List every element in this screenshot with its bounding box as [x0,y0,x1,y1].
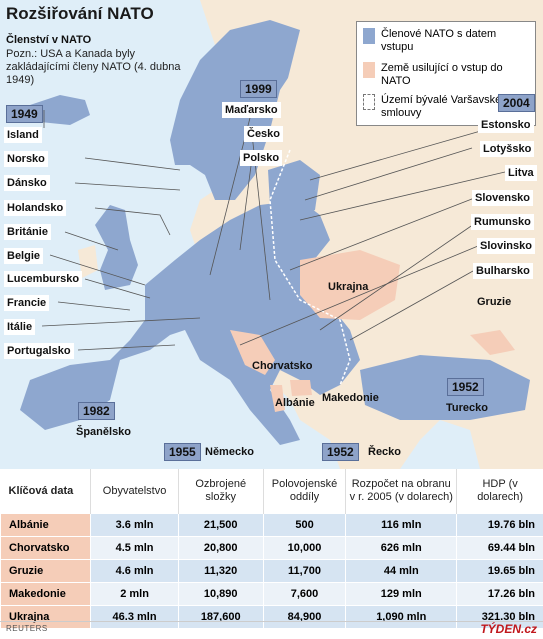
map: Rozšiřování NATO Členství v NATO Pozn.: … [0,0,543,469]
cell-budget: 44 mln [346,560,457,583]
year-badge-1949: 1949 [6,105,43,123]
label-italie: Itálie [4,319,35,335]
label-chorvatsko: Chorvatsko [252,360,313,372]
label-ukrajna: Ukrajna [328,281,368,293]
cell-armed: 10,890 [178,583,263,606]
label-holandsko: Holandsko [4,200,66,216]
cell-population: 2 mln [91,583,178,606]
label-cesko: Česko [244,126,283,142]
cell-gdp: 19.76 bln [457,514,543,537]
cell-gdp: 17.26 bln [457,583,543,606]
table-row: Albánie 3.6 mln 21,500 500 116 mln 19.76… [1,514,543,537]
source-reuters-logo: REUTERS [6,624,48,633]
year-badge-1952-greece: 1952 [322,443,359,461]
label-gruzie: Gruzie [477,296,511,308]
brand-tyden-logo[interactable]: TÝDEN.cz [480,622,537,636]
header-defence-budget: Rozpočet na obranu v r. 2005 (v dolarech… [346,469,457,514]
cell-paramilitary: 10,000 [263,537,346,560]
page-title: Rozšiřování NATO [6,4,154,24]
cell-country: Chorvatsko [1,537,91,560]
cell-population: 4.6 mln [91,560,178,583]
label-dansko: Dánsko [4,175,50,191]
cell-population: 3.6 mln [91,514,178,537]
table-row: Makedonie 2 mln 10,890 7,600 129 mln 17.… [1,583,543,606]
label-makedonie: Makedonie [322,392,379,404]
label-norsko: Norsko [4,151,48,167]
key-data-table: Klíčová data Obyvatelstvo Ozbrojené slož… [0,469,543,621]
footer: REUTERS TÝDEN.cz [0,621,543,639]
label-nemecko: Německo [205,446,254,458]
membership-note: Pozn.: USA a Kanada byly zakládajícími č… [6,48,196,87]
legend-members: Členové NATO s datem vstupu [363,28,531,54]
label-polsko: Polsko [240,150,282,166]
year-badge-1982: 1982 [78,402,115,420]
cell-armed: 21,500 [178,514,263,537]
land-macedonia [290,380,312,396]
label-island: Island [4,127,42,143]
table-row: Gruzie 4.6 mln 11,320 11,700 44 mln 19.6… [1,560,543,583]
label-slovinsko: Slovinsko [477,238,535,254]
cell-country: Makedonie [1,583,91,606]
label-portugalsko: Portugalsko [4,343,74,359]
label-estonsko: Estonsko [478,117,534,133]
cell-gdp: 69.44 bln [457,537,543,560]
header-key-data: Klíčová data [1,469,91,514]
header-paramilitary: Polovojenské oddíly [263,469,346,514]
label-recko: Řecko [368,446,401,458]
label-spanelsko: Španělsko [76,426,131,438]
label-turecko: Turecko [446,402,488,414]
table-header-row: Klíčová data Obyvatelstvo Ozbrojené slož… [1,469,543,514]
label-belgie: Belgie [4,248,43,264]
year-badge-1999: 1999 [240,80,277,98]
legend-candidates: Země usilující o vstup do NATO [363,62,531,88]
label-lotyssko: Lotyšsko [480,141,534,157]
cell-paramilitary: 500 [263,514,346,537]
legend-candidates-label: Země usilující o vstup do NATO [381,62,531,88]
year-badge-2004: 2004 [498,94,535,112]
label-slovensko: Slovensko [472,190,533,206]
land-britain [95,205,138,290]
data-table: Klíčová data Obyvatelstvo Ozbrojené slož… [0,469,543,628]
label-britanie: Británie [4,224,51,240]
cell-armed: 11,320 [178,560,263,583]
cell-country: Gruzie [1,560,91,583]
cell-budget: 116 mln [346,514,457,537]
label-bulharsko: Bulharsko [473,263,533,279]
legend-members-label: Členové NATO s datem vstupu [381,28,531,54]
label-madarsko: Maďarsko [222,102,281,118]
label-lucembursko: Lucembursko [4,271,82,287]
cell-population: 4.5 mln [91,537,178,560]
cell-budget: 626 mln [346,537,457,560]
membership-heading: Členství v NATO [6,34,91,46]
header-population: Obyvatelstvo [91,469,178,514]
table-row: Chorvatsko 4.5 mln 20,800 10,000 626 mln… [1,537,543,560]
year-badge-1955: 1955 [164,443,201,461]
label-rumunsko: Rumunsko [471,214,534,230]
cell-paramilitary: 7,600 [263,583,346,606]
label-litva: Litva [505,165,537,181]
legend-swatch-members [363,28,375,44]
cell-armed: 20,800 [178,537,263,560]
header-armed-forces: Ozbrojené složky [178,469,263,514]
cell-country: Albánie [1,514,91,537]
legend-swatch-warsaw [363,94,375,110]
label-francie: Francie [4,295,49,311]
cell-paramilitary: 11,700 [263,560,346,583]
legend-swatch-candidates [363,62,375,78]
cell-gdp: 19.65 bln [457,560,543,583]
cell-budget: 129 mln [346,583,457,606]
year-badge-1952-turkey: 1952 [447,378,484,396]
header-gdp: HDP (v dolarech) [457,469,543,514]
label-albanie: Albánie [275,397,315,409]
